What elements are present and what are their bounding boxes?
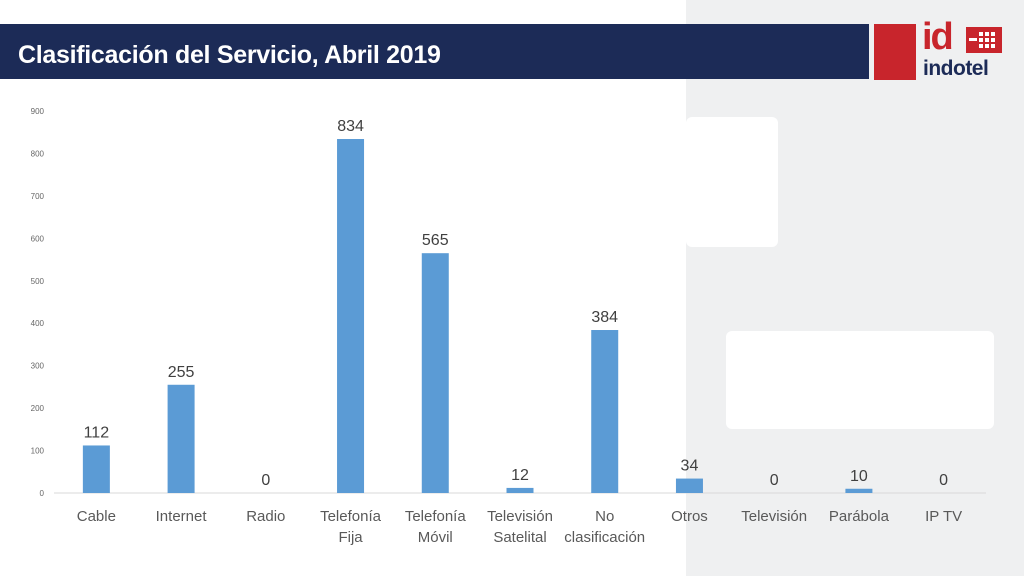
data-label: 0 (770, 472, 779, 489)
data-label: 12 (511, 467, 529, 484)
x-tick-label-line: Satelital (493, 529, 546, 546)
logo-red-block (874, 24, 916, 80)
x-tick-label-line: Otros (671, 508, 708, 525)
bar (337, 139, 365, 493)
background-card-top (686, 117, 778, 247)
y-tick-label: 300 (31, 362, 45, 371)
y-axis-ticks: 0 100 200 300 400 500 600 700 800 900 (31, 107, 45, 498)
logo-wordmark: indotel (923, 57, 989, 80)
data-labels: 112 255 0 834 565 12 384 34 0 10 0 (84, 118, 949, 489)
y-tick-label: 400 (31, 319, 45, 328)
data-label: 384 (591, 309, 618, 326)
indotel-logo: id indotel (922, 16, 1004, 82)
x-tick-label-line: Telefonía (405, 508, 467, 525)
logo-grid-icon (966, 27, 1002, 53)
y-tick-label: 100 (31, 447, 45, 456)
title-bar (0, 24, 869, 79)
x-tick-label-line: Radio (246, 508, 285, 525)
bars (82, 139, 873, 493)
data-label: 255 (168, 364, 195, 381)
background-panel (686, 0, 1024, 576)
logo-mark: id (922, 16, 954, 58)
x-tick-label: Televisión Satelital (487, 508, 553, 546)
x-tick-label: Televisión (741, 508, 807, 525)
data-label: 34 (681, 458, 699, 475)
x-tick-label-line: No (595, 508, 614, 525)
x-tick-label-line: Telefonía (320, 508, 382, 525)
bar (167, 384, 195, 493)
y-tick-label: 200 (31, 404, 45, 413)
y-tick-label: 700 (31, 192, 45, 201)
x-tick-label-line: clasificación (564, 529, 645, 546)
bar (675, 478, 703, 493)
data-label: 112 (84, 424, 110, 441)
x-tick-label: IP TV (925, 508, 962, 525)
x-tick-label-line: Móvil (418, 529, 453, 546)
background-card-bottom (726, 331, 994, 429)
data-label: 834 (337, 118, 364, 135)
x-tick-label: Radio (246, 508, 285, 525)
data-label: 565 (422, 232, 449, 249)
y-tick-label: 600 (31, 234, 45, 243)
data-label: 0 (939, 472, 948, 489)
bar (506, 487, 534, 493)
bar (421, 253, 449, 493)
y-tick-label: 900 (31, 107, 45, 116)
x-tick-label: No clasificación (564, 508, 645, 546)
x-tick-label: Parábola (829, 508, 890, 525)
bar (845, 488, 873, 493)
x-tick-label-line: Parábola (829, 508, 890, 525)
bar (82, 445, 110, 493)
y-tick-label: 0 (40, 489, 45, 498)
x-axis-ticks: Cable Internet Radio Telefonía FijaTelefonía… (77, 508, 962, 546)
x-tick-label: Telefonía Fija (320, 508, 382, 546)
x-tick-label-line: Televisión (741, 508, 807, 525)
y-tick-label: 500 (31, 277, 45, 286)
x-tick-label-line: Cable (77, 508, 116, 525)
x-tick-label: Otros (671, 508, 708, 525)
x-tick-label-line: Televisión (487, 508, 553, 525)
x-tick-label: Cable (77, 508, 116, 525)
data-label: 10 (850, 468, 868, 485)
x-tick-label-line: Fija (338, 529, 363, 546)
x-tick-label-line: IP TV (925, 508, 962, 525)
x-tick-label-line: Internet (156, 508, 208, 525)
x-tick-label: Internet (156, 508, 208, 525)
x-tick-label: Telefonía Móvil (405, 508, 467, 546)
bar (591, 330, 619, 493)
y-tick-label: 800 (31, 149, 45, 158)
page-title: Clasificación del Servicio, Abril 2019 (18, 41, 441, 69)
data-label: 0 (261, 472, 270, 489)
